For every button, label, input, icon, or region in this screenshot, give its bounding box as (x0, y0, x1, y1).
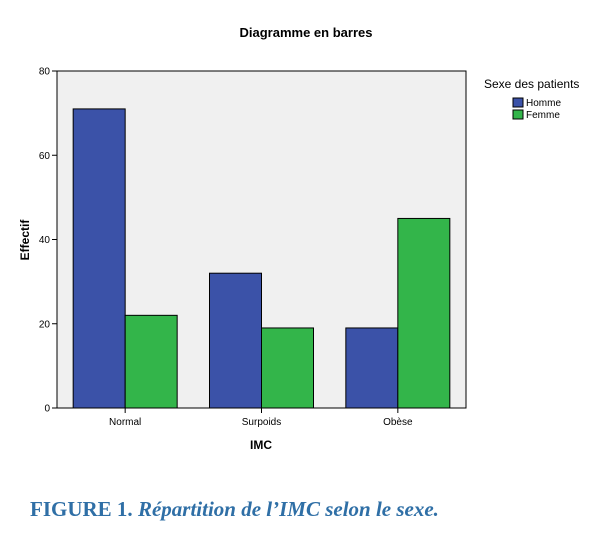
legend-label-femme: Femme (526, 110, 560, 121)
chart-svg: Diagramme en barres 0 20 40 60 80 Normal Surp… (18, 25, 579, 452)
figure-caption-text: Répartition de l’IMC selon le sexe. (137, 497, 439, 521)
legend-label-homme: Homme (526, 98, 561, 109)
x-axis-label: IMC (250, 438, 272, 452)
y-tick-label: 80 (39, 67, 51, 78)
bar-femme-0 (124, 314, 178, 409)
y-axis-label: Effectif (18, 219, 32, 261)
bar-homme-2 (345, 327, 399, 409)
x-tick-label: Normal (109, 417, 141, 428)
bar-homme-1 (209, 272, 262, 409)
y-tick-label: 0 (44, 404, 50, 415)
y-tick-label: 60 (39, 151, 51, 162)
legend-title: Sexe des patients (484, 77, 579, 91)
figure-caption-label: FIGURE 1. (30, 497, 133, 521)
x-tick-label: Obèse (383, 417, 413, 428)
figure-caption: FIGURE 1. Répartition de l’IMC selon le … (30, 497, 439, 522)
bar-femme-1 (261, 327, 314, 409)
bar-chart: Diagramme en barres 0 20 40 60 80 Normal Surp… (18, 25, 579, 452)
x-axis: Normal Surpoids Obèse (109, 408, 413, 428)
bar-homme-0 (72, 108, 126, 409)
bar-femme-2 (397, 217, 451, 409)
bars (72, 108, 451, 409)
y-tick-label: 40 (39, 235, 51, 246)
legend-swatch-homme (512, 97, 524, 108)
legend-swatch-femme (512, 109, 524, 120)
x-tick-label: Surpoids (242, 417, 281, 428)
y-tick-label: 20 (39, 319, 51, 330)
y-axis: 0 20 40 60 80 (39, 67, 57, 415)
chart-title: Diagramme en barres (240, 25, 373, 40)
